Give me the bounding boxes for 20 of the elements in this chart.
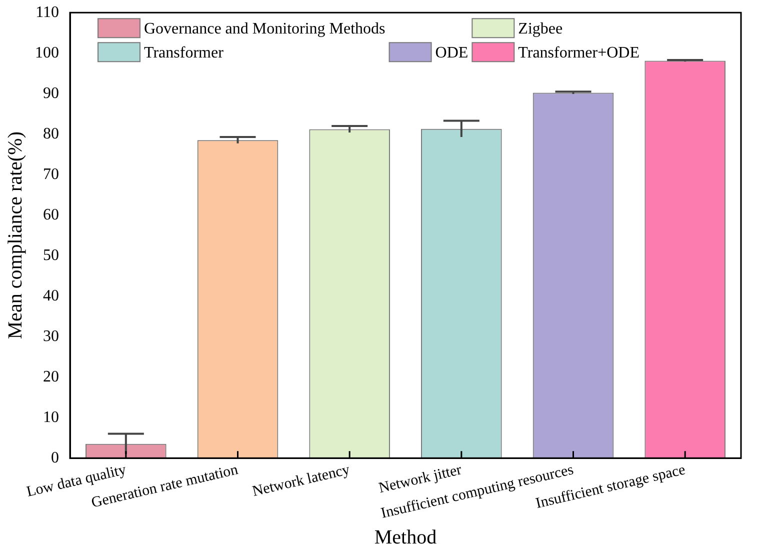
y-tick-label: 110 bbox=[36, 4, 59, 21]
y-tick-label: 20 bbox=[43, 368, 59, 386]
legend-label: Transformer+ODE bbox=[518, 44, 640, 62]
y-tick-label: 90 bbox=[43, 84, 59, 102]
legend-label: Zigbee bbox=[518, 20, 563, 38]
y-axis-title: Mean compliance rate(%) bbox=[4, 132, 26, 340]
x-axis-title: Method bbox=[374, 526, 437, 548]
y-tick-label: 100 bbox=[35, 44, 59, 62]
y-tick-label: 10 bbox=[43, 408, 59, 426]
y-tick-label: 80 bbox=[43, 125, 59, 142]
y-tick-label: 50 bbox=[43, 246, 59, 264]
y-tick-label: 60 bbox=[43, 206, 59, 224]
y-tick-label: 70 bbox=[43, 166, 59, 183]
y-tick-label: 40 bbox=[43, 287, 59, 304]
y-tick-label: 0 bbox=[51, 449, 59, 466]
x-tick-label: Network latency bbox=[250, 462, 352, 500]
y-tick-label: 30 bbox=[43, 328, 59, 345]
legend-label: Governance and Monitoring Methods bbox=[144, 20, 386, 38]
legend-label: Transformer bbox=[144, 44, 224, 62]
legend-label: ODE bbox=[435, 44, 468, 62]
